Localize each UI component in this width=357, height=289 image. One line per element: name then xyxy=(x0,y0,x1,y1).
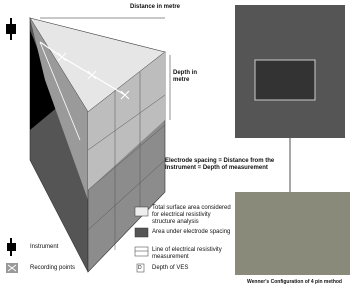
legend-text: Line of electrical resistivity measureme… xyxy=(152,247,222,260)
photo-field xyxy=(235,192,350,275)
legend-ves-box xyxy=(136,263,145,273)
legend-swatch-total xyxy=(134,206,149,217)
legend-swatch-line xyxy=(134,246,149,257)
legend-instrument-stem xyxy=(10,238,12,256)
legend-text: Depth of VES xyxy=(152,265,189,271)
photo-instrument xyxy=(254,59,316,101)
instrument-stem xyxy=(10,18,12,40)
legend-text: Total surface area considered for electr… xyxy=(152,205,231,225)
depth-line xyxy=(39,41,81,141)
right-upper-face xyxy=(88,52,165,190)
measurement-line xyxy=(39,41,126,96)
distance-label: Distance in metre xyxy=(129,4,181,10)
legend-swatch-area xyxy=(134,227,149,238)
left-mid-face xyxy=(30,18,88,200)
spacing-label: Electrode spacing = Distance from the In… xyxy=(165,158,275,171)
legend-text: Recording points xyxy=(30,265,76,271)
legend-text: Area under electrode spacing xyxy=(152,229,231,235)
legend-symbol: D xyxy=(138,265,142,271)
recording-points xyxy=(57,52,130,100)
grid-lines xyxy=(87,72,166,250)
legend-recording-cross xyxy=(7,264,17,272)
legend-text: Instrument xyxy=(30,244,59,250)
depth-label: Depth in metre xyxy=(173,70,197,83)
photo-caption: Wenner's Configuration of 4 pin method xyxy=(247,279,342,285)
